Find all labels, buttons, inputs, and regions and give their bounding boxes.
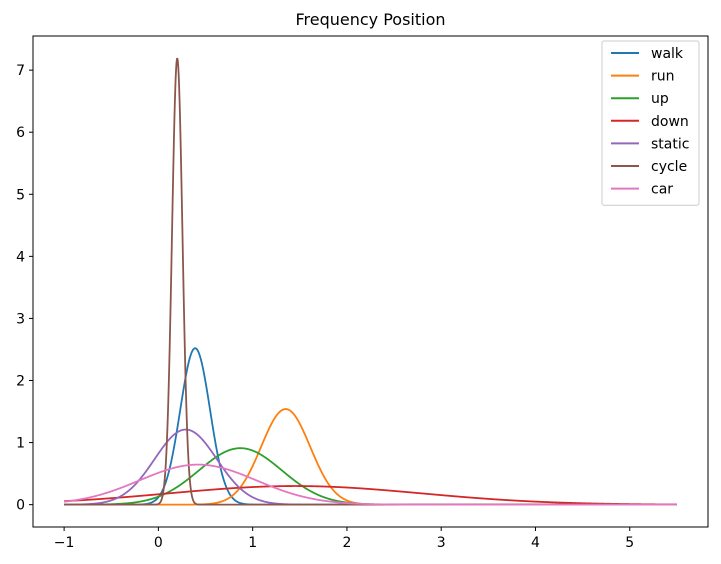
legend-label-walk: walk [651,46,684,62]
x-tick-label: 2 [342,535,351,551]
x-tick-label: 5 [625,535,634,551]
legend: walk run up down static cycle car [601,40,700,206]
series-line-down [63,485,678,506]
legend-label-car: car [651,182,673,198]
series-line-car [63,463,678,506]
legend-label-up: up [651,91,669,107]
y-tick-label: 2 [16,374,25,390]
y-tick-label: 7 [16,63,25,79]
x-tick-label: 1 [248,535,257,551]
y-tick-label: 5 [16,187,25,203]
legend-box [601,40,700,206]
plot-area [32,35,709,528]
legend-label-down: down [651,114,689,130]
y-tick-label: 6 [16,125,25,141]
x-tick-label: −1 [54,535,75,551]
legend-label-run: run [651,69,675,85]
x-tick-label: 3 [437,535,446,551]
y-tick-label: 1 [16,436,25,452]
y-tick-label: 4 [16,249,25,265]
series-line-static [63,428,678,506]
series-layer [63,57,678,506]
x-tick-label: 0 [154,535,163,551]
legend-label-cycle: cycle [651,159,687,175]
legend-label-static: static [651,136,689,152]
series-line-cycle [63,57,678,506]
y-tick-label: 3 [16,311,25,327]
y-tick-label: 0 [16,498,25,514]
x-tick-label: 4 [531,535,540,551]
axes: −1 0 1 2 3 4 5 0 1 2 3 4 5 6 7 [16,63,634,551]
plot-border [32,35,709,528]
chart-title: Frequency Position [295,10,445,29]
series-line-walk [63,347,678,506]
